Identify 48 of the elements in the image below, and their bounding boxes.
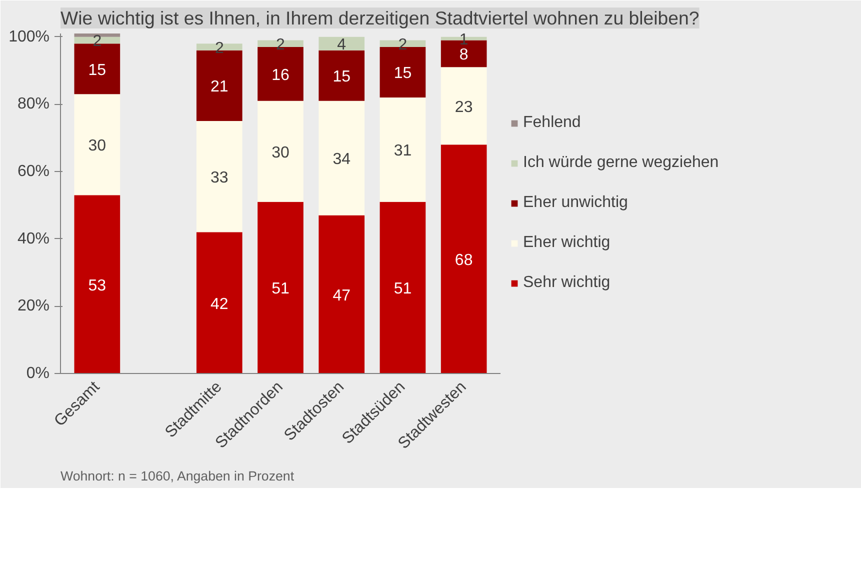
data-label: 15 (394, 65, 412, 82)
y-tick-label: 0% (26, 365, 50, 382)
data-label: 15 (332, 68, 351, 86)
data-label: 42 (210, 296, 228, 313)
text: Wohnort: n = 1060, Angaben in Prozent (60, 468, 294, 484)
data-label: 51 (272, 280, 290, 298)
legend-label: Ich würde gerne wegziehen (523, 154, 719, 172)
data-label: 47 (332, 287, 351, 304)
bar (74, 36, 120, 44)
bar (196, 121, 242, 232)
bar (258, 100, 304, 202)
bar (380, 97, 426, 202)
data-label: 4 (337, 36, 346, 54)
data-label: 16 (272, 66, 290, 84)
bar (74, 195, 120, 374)
y-tick-label: 60% (17, 163, 50, 180)
y-tick-label: 80% (17, 96, 50, 113)
data-label: 23 (454, 98, 473, 116)
bar (318, 100, 365, 216)
bar (440, 67, 487, 145)
y-tick-label: 100% (8, 28, 50, 46)
data-label: 68 (454, 252, 473, 270)
data-label: 31 (394, 142, 412, 160)
data-label: 30 (88, 138, 106, 155)
legend-label: Fehlend (523, 114, 581, 132)
bar (258, 202, 304, 374)
legend-label: Sehr wichtig (523, 274, 610, 292)
legend-label: Eher wichtig (523, 234, 610, 252)
data-label: 34 (332, 151, 351, 168)
data-label: 15 (88, 62, 106, 79)
bar (74, 94, 120, 196)
data-label: 21 (210, 78, 228, 96)
data-label: 1 (459, 32, 468, 49)
bar (380, 202, 426, 374)
bar (318, 36, 365, 50)
data-label: 30 (272, 144, 290, 162)
data-label: 51 (394, 280, 412, 298)
bar (440, 144, 487, 374)
y-tick-label: 20% (17, 298, 50, 315)
legend-label: Eher unwichtig (523, 194, 628, 212)
chart-title: Wie wichtig ist es Ihnen, in Ihrem derzeitigen Stadtviertel wohnen zu bleiben? (60, 8, 700, 28)
data-label: 53 (88, 277, 106, 294)
data-label: 33 (210, 170, 228, 187)
bar (196, 232, 242, 374)
y-tick-label: 40% (17, 230, 50, 248)
data-label: 8 (459, 46, 468, 64)
bar (318, 50, 365, 101)
bar (318, 215, 365, 374)
